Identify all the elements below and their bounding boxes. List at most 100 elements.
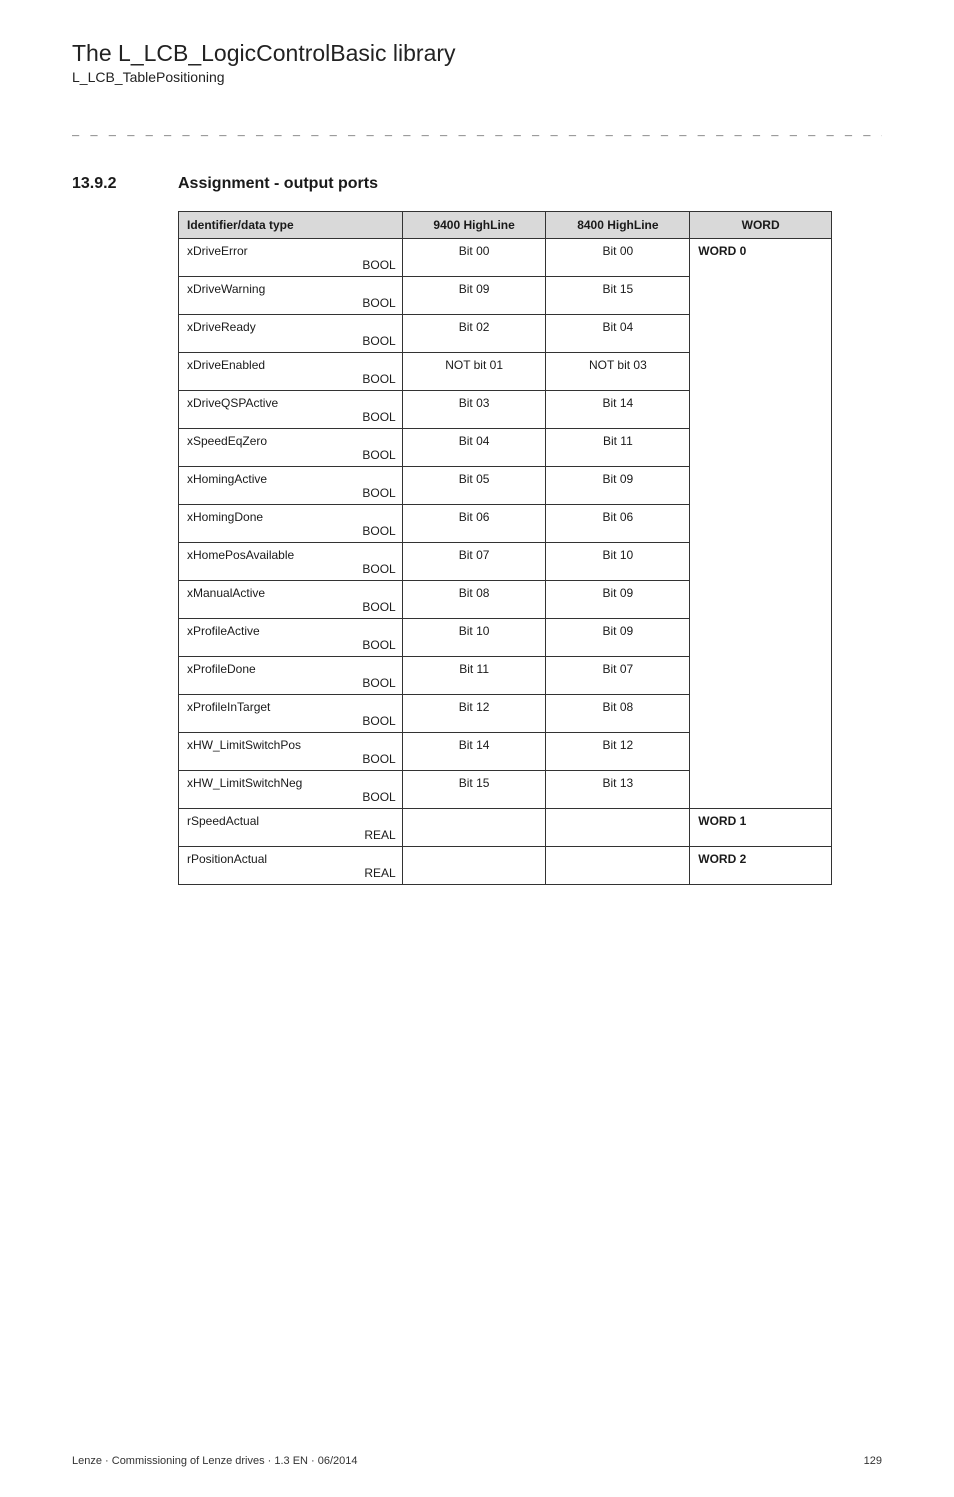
identifier-name: xHW_LimitSwitchNeg — [187, 776, 394, 790]
cell-8400: Bit 11 — [546, 429, 690, 467]
identifier-cell: xHW_LimitSwitchPosBOOL — [179, 733, 403, 771]
identifier-type: REAL — [364, 828, 395, 842]
identifier-type: BOOL — [362, 752, 395, 766]
identifier-name: xHomingActive — [187, 472, 394, 486]
col-header-9400: 9400 HighLine — [402, 212, 546, 239]
cell-9400: Bit 15 — [402, 771, 546, 809]
cell-9400: Bit 14 — [402, 733, 546, 771]
cell-8400: Bit 06 — [546, 505, 690, 543]
table-row: rPositionActualREAL WORD 2 — [179, 847, 832, 885]
cell-8400: Bit 10 — [546, 543, 690, 581]
identifier-cell: xProfileInTargetBOOL — [179, 695, 403, 733]
assignment-table: Identifier/data type 9400 HighLine 8400 … — [178, 211, 832, 885]
cell-9400: Bit 06 — [402, 505, 546, 543]
cell-8400: Bit 00 — [546, 239, 690, 277]
identifier-name: xDriveError — [187, 244, 394, 258]
cell-8400: Bit 09 — [546, 581, 690, 619]
cell-9400: Bit 08 — [402, 581, 546, 619]
identifier-name: xProfileDone — [187, 662, 394, 676]
identifier-name: xHomingDone — [187, 510, 394, 524]
identifier-cell: xDriveWarningBOOL — [179, 277, 403, 315]
identifier-name: xHW_LimitSwitchPos — [187, 738, 394, 752]
cell-9400: Bit 00 — [402, 239, 546, 277]
identifier-cell: xHomingDoneBOOL — [179, 505, 403, 543]
cell-9400: NOT bit 01 — [402, 353, 546, 391]
identifier-name: xProfileInTarget — [187, 700, 394, 714]
identifier-cell: xHomePosAvailableBOOL — [179, 543, 403, 581]
col-header-8400: 8400 HighLine — [546, 212, 690, 239]
identifier-type: BOOL — [362, 448, 395, 462]
identifier-cell: rSpeedActualREAL — [179, 809, 403, 847]
cell-8400: Bit 13 — [546, 771, 690, 809]
cell-word: WORD 0 — [690, 239, 832, 809]
cell-8400: Bit 12 — [546, 733, 690, 771]
footer-left: Lenze · Commissioning of Lenze drives · … — [72, 1455, 358, 1467]
identifier-name: xDriveReady — [187, 320, 394, 334]
identifier-cell: xDriveEnabledBOOL — [179, 353, 403, 391]
identifier-type: BOOL — [362, 714, 395, 728]
cell-8400: Bit 08 — [546, 695, 690, 733]
cell-9400: Bit 04 — [402, 429, 546, 467]
cell-8400 — [546, 847, 690, 885]
identifier-type: BOOL — [362, 600, 395, 614]
identifier-type: BOOL — [362, 258, 395, 272]
cell-8400: Bit 15 — [546, 277, 690, 315]
identifier-cell: xDriveReadyBOOL — [179, 315, 403, 353]
identifier-cell: xDriveQSPActiveBOOL — [179, 391, 403, 429]
cell-8400: Bit 07 — [546, 657, 690, 695]
identifier-name: rPositionActual — [187, 852, 394, 866]
divider-line: _ _ _ _ _ _ _ _ _ _ _ _ _ _ _ _ _ _ _ _ … — [72, 125, 882, 139]
cell-9400: Bit 03 — [402, 391, 546, 429]
identifier-name: xDriveWarning — [187, 282, 394, 296]
footer-page-number: 129 — [864, 1455, 882, 1467]
identifier-name: xDriveEnabled — [187, 358, 394, 372]
identifier-name: xManualActive — [187, 586, 394, 600]
cell-8400: NOT bit 03 — [546, 353, 690, 391]
cell-8400 — [546, 809, 690, 847]
identifier-type: BOOL — [362, 790, 395, 804]
identifier-type: BOOL — [362, 334, 395, 348]
cell-9400 — [402, 847, 546, 885]
identifier-cell: rPositionActualREAL — [179, 847, 403, 885]
identifier-cell: xDriveErrorBOOL — [179, 239, 403, 277]
identifier-cell: xManualActiveBOOL — [179, 581, 403, 619]
cell-9400: Bit 02 — [402, 315, 546, 353]
identifier-cell: xProfileActiveBOOL — [179, 619, 403, 657]
cell-9400: Bit 11 — [402, 657, 546, 695]
cell-9400 — [402, 809, 546, 847]
cell-8400: Bit 04 — [546, 315, 690, 353]
identifier-type: BOOL — [362, 410, 395, 424]
cell-word: WORD 2 — [690, 847, 832, 885]
identifier-name: xProfileActive — [187, 624, 394, 638]
table-row: rSpeedActualREAL WORD 1 — [179, 809, 832, 847]
identifier-type: BOOL — [362, 372, 395, 386]
identifier-cell: xHomingActiveBOOL — [179, 467, 403, 505]
identifier-name: xSpeedEqZero — [187, 434, 394, 448]
identifier-cell: xSpeedEqZeroBOOL — [179, 429, 403, 467]
identifier-name: xHomePosAvailable — [187, 548, 394, 562]
page-title: The L_LCB_LogicControlBasic library — [72, 40, 882, 67]
section-title: Assignment - output ports — [178, 175, 378, 193]
cell-9400: Bit 09 — [402, 277, 546, 315]
table-row: xDriveErrorBOOLBit 00Bit 00WORD 0 — [179, 239, 832, 277]
cell-9400: Bit 10 — [402, 619, 546, 657]
identifier-type: BOOL — [362, 638, 395, 652]
identifier-name: xDriveQSPActive — [187, 396, 394, 410]
identifier-type: BOOL — [362, 524, 395, 538]
cell-9400: Bit 07 — [402, 543, 546, 581]
cell-8400: Bit 09 — [546, 619, 690, 657]
identifier-cell: xHW_LimitSwitchNegBOOL — [179, 771, 403, 809]
cell-word: WORD 1 — [690, 809, 832, 847]
identifier-type: BOOL — [362, 486, 395, 500]
cell-9400: Bit 05 — [402, 467, 546, 505]
identifier-type: BOOL — [362, 296, 395, 310]
col-header-word: WORD — [690, 212, 832, 239]
identifier-cell: xProfileDoneBOOL — [179, 657, 403, 695]
cell-9400: Bit 12 — [402, 695, 546, 733]
identifier-type: REAL — [364, 866, 395, 880]
cell-8400: Bit 09 — [546, 467, 690, 505]
section-number: 13.9.2 — [72, 175, 178, 193]
identifier-type: BOOL — [362, 676, 395, 690]
cell-8400: Bit 14 — [546, 391, 690, 429]
page-subtitle: L_LCB_TablePositioning — [72, 69, 882, 85]
